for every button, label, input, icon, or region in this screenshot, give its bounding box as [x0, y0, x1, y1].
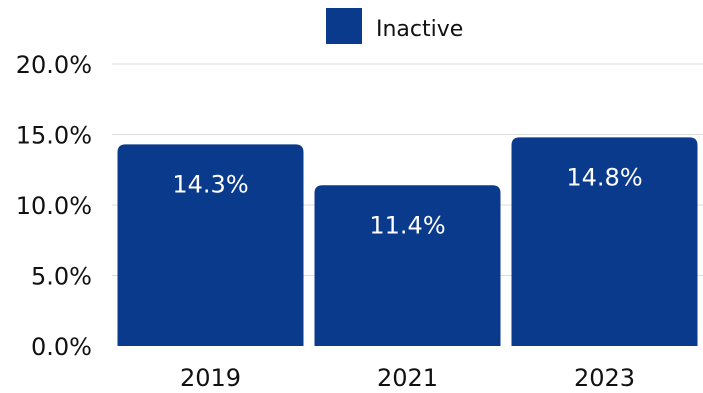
- bar-2021: [314, 185, 501, 346]
- legend: Inactive: [326, 8, 463, 44]
- bars: [117, 137, 698, 346]
- y-tick-label: 15.0%: [16, 122, 92, 150]
- bar-2023: [511, 137, 698, 346]
- y-tick-label: 5.0%: [31, 263, 92, 291]
- data-labels: 14.3% 11.4% 14.8%: [172, 163, 642, 239]
- y-tick-label: 10.0%: [16, 192, 92, 220]
- data-label-2019: 14.3%: [172, 170, 248, 198]
- y-tick-label: 20.0%: [16, 51, 92, 79]
- y-axis-tick-labels: 0.0% 5.0% 10.0% 15.0% 20.0%: [16, 51, 92, 361]
- x-tick-label-2023: 2023: [574, 364, 635, 392]
- legend-swatch-inactive: [326, 8, 362, 44]
- bar-2019: [117, 144, 304, 346]
- x-axis-category-labels: 2019 2021 2023: [180, 364, 635, 392]
- legend-label-inactive: Inactive: [376, 17, 463, 42]
- x-tick-label-2021: 2021: [377, 364, 438, 392]
- y-tick-label: 0.0%: [31, 333, 92, 361]
- x-tick-label-2019: 2019: [180, 364, 241, 392]
- data-label-2023: 14.8%: [566, 163, 642, 191]
- data-label-2021: 11.4%: [369, 211, 445, 239]
